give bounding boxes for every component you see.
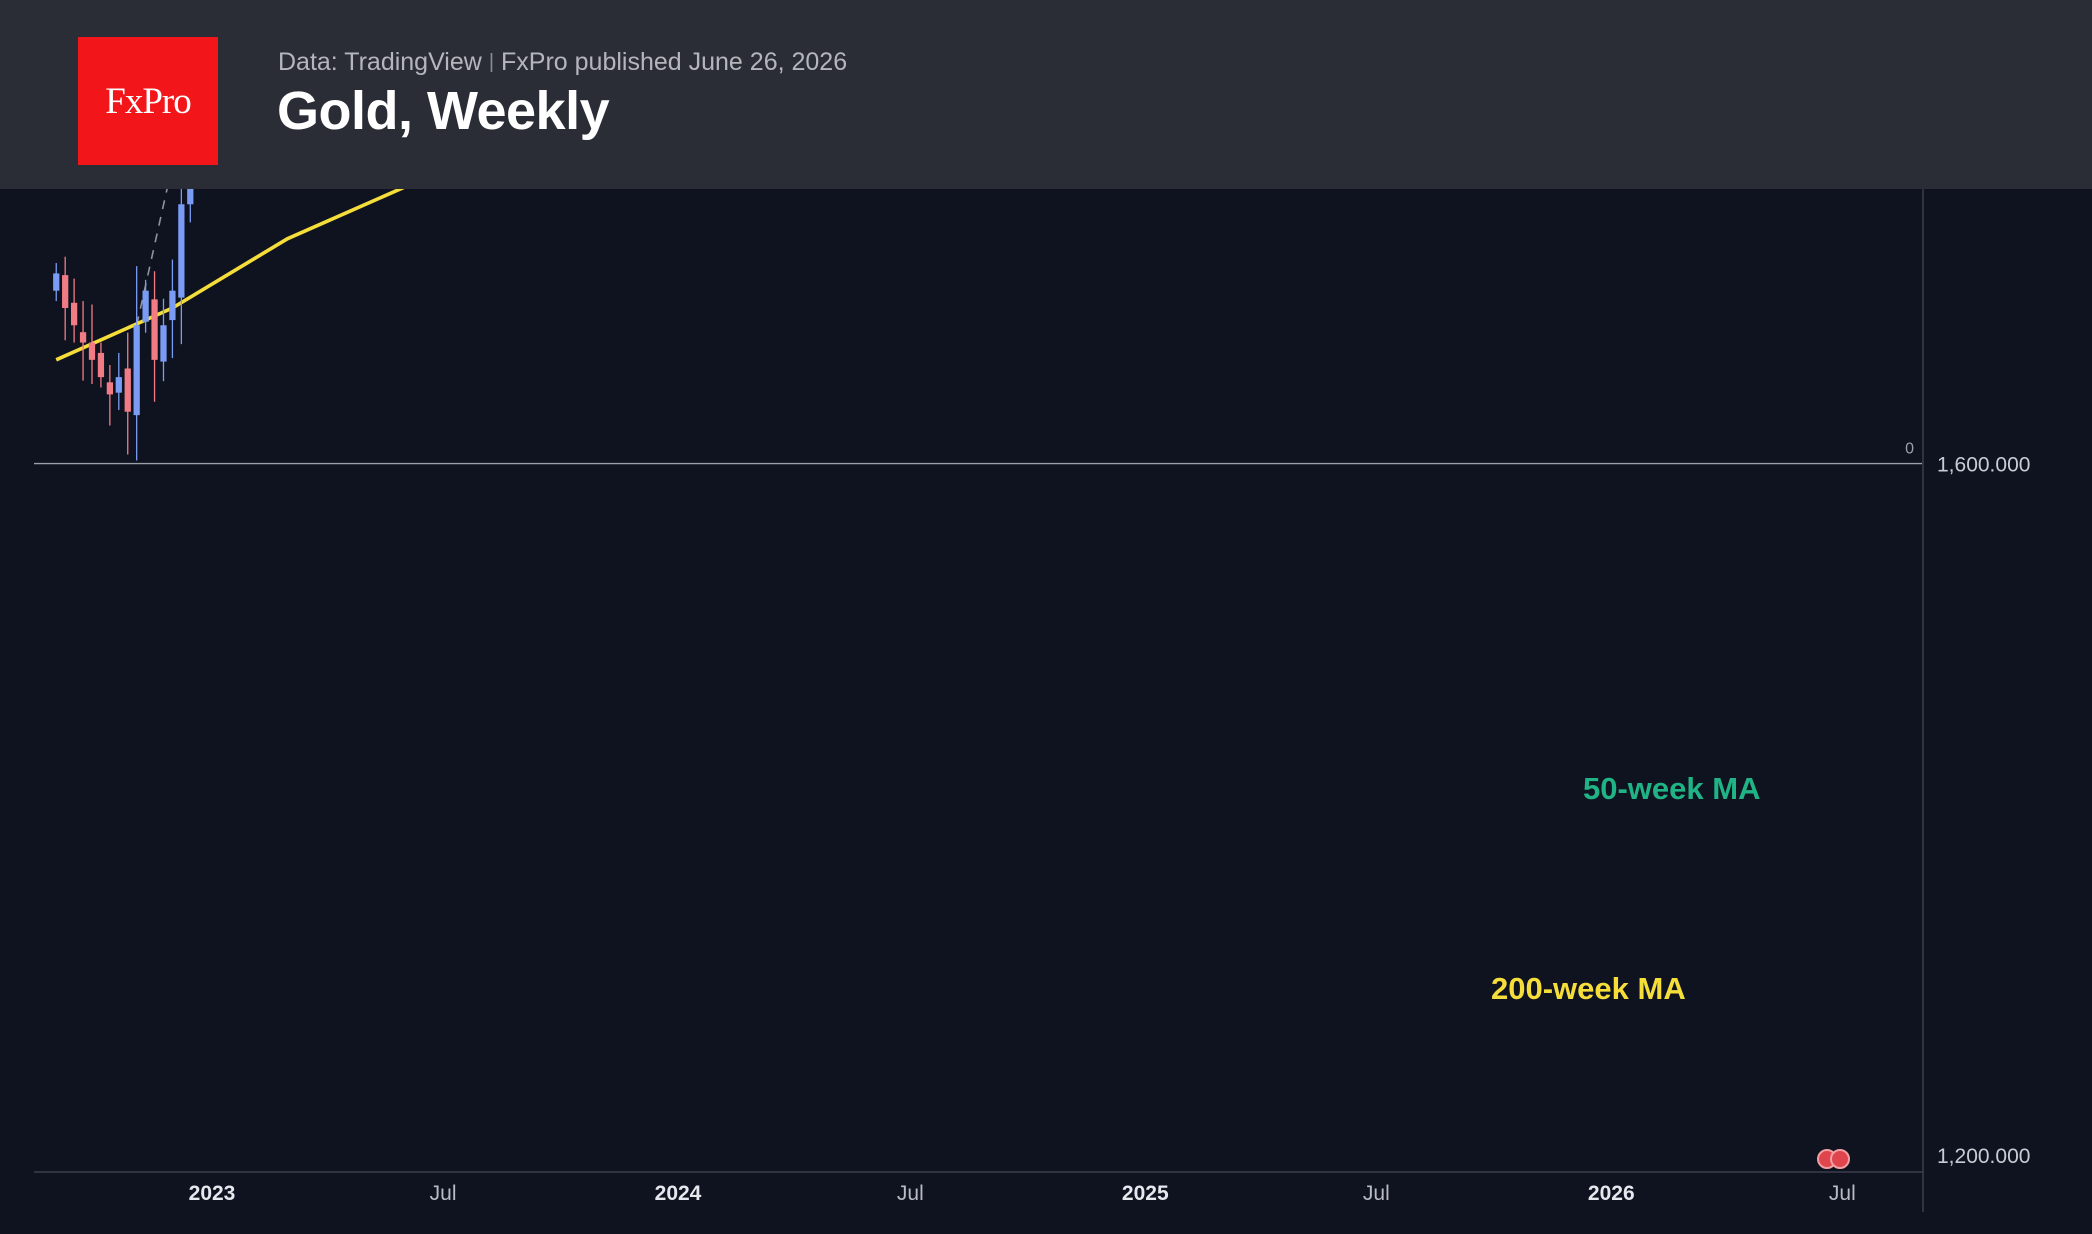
candle (223, 23, 229, 138)
event-marker-circle (1830, 1149, 1850, 1169)
x-tick-label: 2023 (189, 1182, 236, 1205)
candle (124, 332, 131, 455)
candle-body (151, 299, 158, 360)
chart-title: Gold, Weekly (277, 81, 610, 141)
candle (70, 278, 78, 343)
candle-body (53, 273, 60, 291)
candle (178, 189, 185, 345)
candle-body (223, 66, 229, 109)
candle-body (277, 0, 283, 14)
candle-body (196, 118, 202, 146)
candle (250, 0, 256, 10)
candle-body (97, 352, 105, 378)
candle-body (214, 99, 220, 118)
x-tick-label: Jul (430, 1182, 457, 1205)
candle-body (124, 368, 131, 412)
candle-body (303, 0, 309, 66)
candle-body (160, 325, 167, 362)
candle (589, 0, 595, 18)
ma200-line (55, 189, 405, 362)
candle-body (232, 31, 238, 69)
candle (53, 263, 60, 302)
candle (277, 0, 283, 30)
candle (580, 0, 586, 64)
candle (214, 68, 220, 156)
candle-body (133, 325, 140, 416)
fxpro-logo: FxPro (78, 37, 218, 165)
candle-body (70, 302, 78, 326)
candle-body (79, 332, 87, 343)
ma200-annotation: 200-week MA (1491, 971, 1686, 1006)
header-meta: Data: TradingView | FxPro published June 2… (278, 48, 847, 77)
candle (294, 0, 300, 70)
candle (97, 342, 105, 388)
candle-body (187, 189, 194, 205)
x-tick-label: 2025 (1122, 1182, 1169, 1205)
candle-body (285, 14, 291, 49)
candle (330, 0, 336, 2)
candle (232, 18, 238, 83)
y-tick-label: 1,200.000 (1937, 1145, 2030, 1168)
candle (187, 189, 194, 223)
candle-body (115, 377, 122, 393)
candle-body (106, 382, 113, 395)
candle (88, 304, 96, 385)
candle (160, 298, 167, 382)
candle (106, 365, 113, 426)
ma50-annotation: 50-week MA (1583, 771, 1760, 806)
candle-body (580, 0, 586, 14)
candle-body (312, 0, 318, 64)
header-bar: FxPro Data: TradingView | FxPro published … (0, 0, 2092, 189)
candle (115, 352, 122, 410)
candle (79, 301, 87, 381)
candle-body (294, 0, 300, 42)
x-tick-label: Jul (1829, 1182, 1856, 1205)
fib-trendline (135, 189, 168, 326)
x-tick-label: 2024 (655, 1182, 702, 1205)
published-date: FxPro published June 26, 2026 (501, 48, 848, 76)
candle-body (241, 0, 247, 28)
y-tick-label: 1,600.000 (1937, 454, 2030, 477)
meta-separator: | (488, 51, 495, 73)
x-tick-label: Jul (897, 1182, 924, 1205)
event-marker-icon (1817, 1149, 1850, 1169)
candle-body (169, 290, 176, 321)
candle (133, 266, 140, 461)
candle (312, 0, 318, 102)
candle (196, 101, 202, 177)
candle (303, 0, 309, 122)
x-tick-label: Jul (1363, 1182, 1390, 1205)
candle (598, 0, 604, 25)
candle-body (142, 290, 149, 322)
candle (62, 256, 69, 341)
candle (285, 0, 291, 82)
candle-body (178, 204, 185, 298)
ma50-line (56, 0, 1826, 135)
candle (321, 0, 327, 9)
plot-area (34, 0, 1922, 465)
candle (142, 279, 149, 333)
candle (151, 271, 158, 402)
candle-body (88, 342, 96, 360)
logo-text: FxPro (105, 80, 191, 122)
candle-body (205, 101, 211, 123)
fib-level-label: 0 (1905, 441, 1914, 458)
candle (169, 259, 176, 359)
candle (205, 76, 211, 140)
x-tick-label: 2026 (1588, 1182, 1635, 1205)
data-source: Data: TradingView (278, 48, 482, 76)
candle-body (62, 275, 69, 308)
candle-body (589, 0, 595, 7)
candle (241, 0, 247, 66)
